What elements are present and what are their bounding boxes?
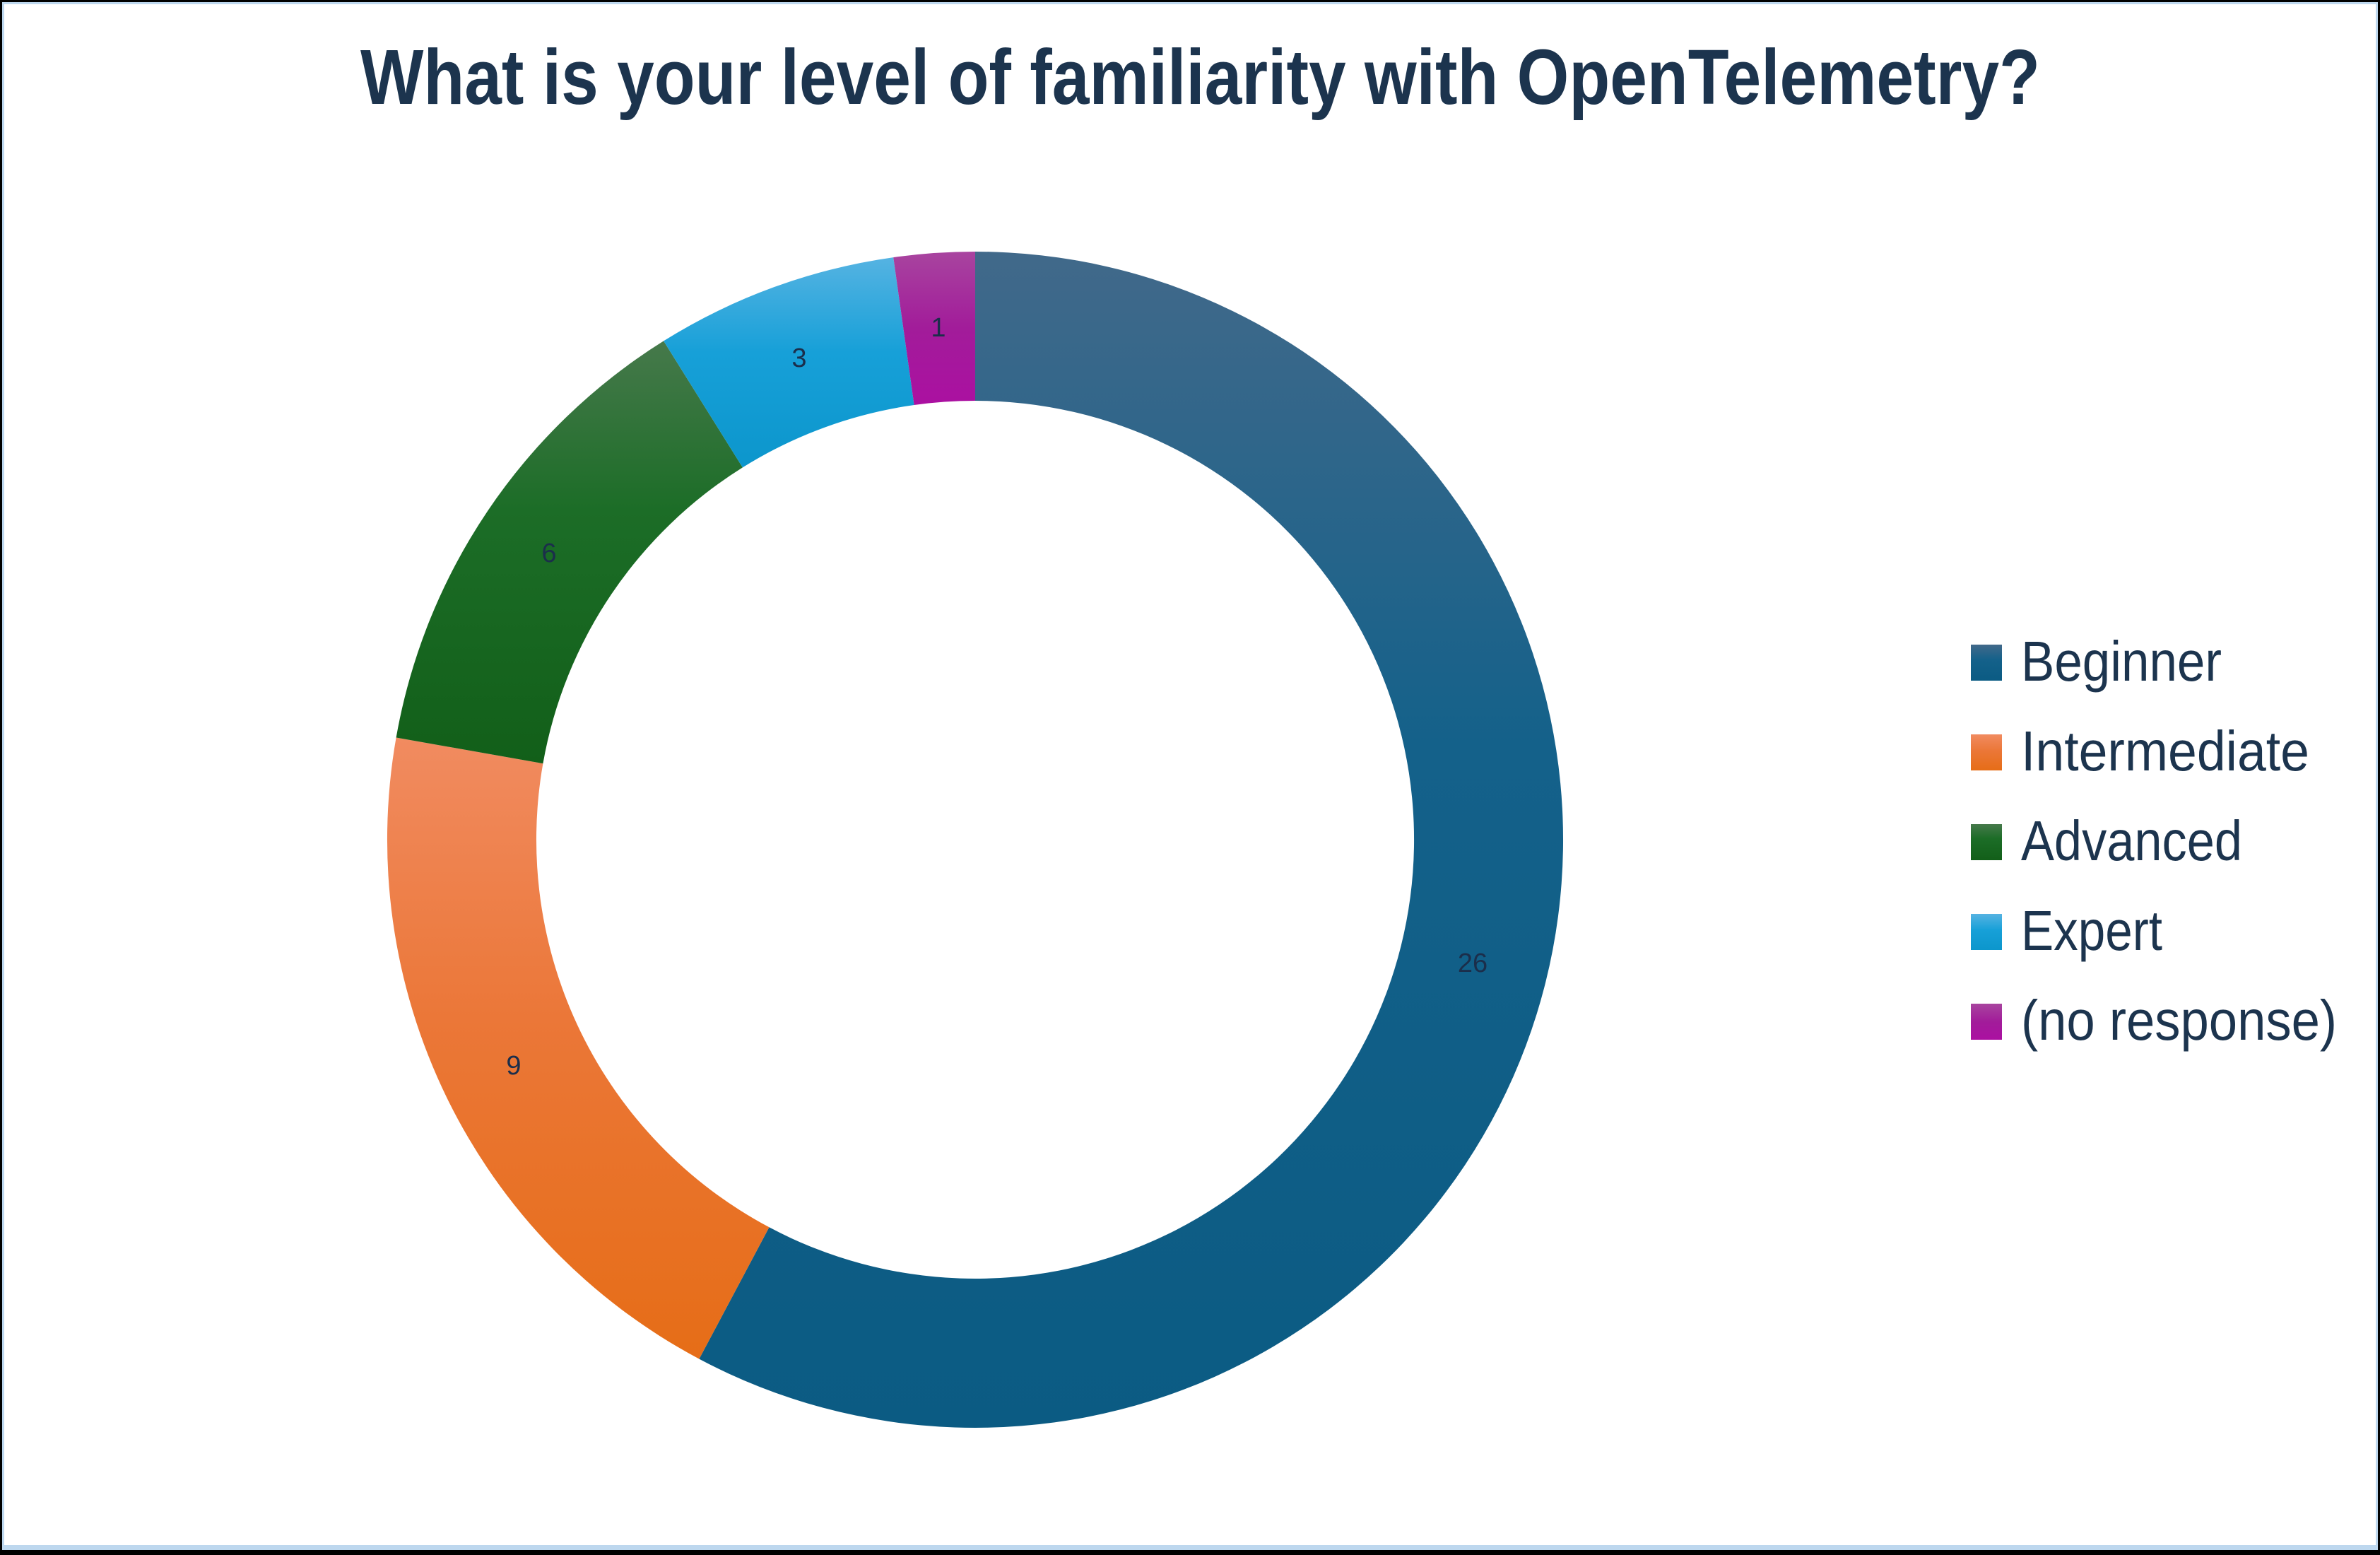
svg-text:1: 1 — [931, 313, 945, 343]
svg-text:6: 6 — [541, 539, 556, 568]
svg-text:(no response): (no response) — [2021, 989, 2337, 1052]
svg-text:What is your level of familiar: What is your level of familiarity with O… — [360, 34, 2040, 121]
svg-text:Beginner: Beginner — [2021, 630, 2222, 693]
svg-text:9: 9 — [506, 1051, 521, 1081]
svg-text:Intermediate: Intermediate — [2021, 720, 2309, 782]
svg-text:26: 26 — [1458, 949, 1488, 978]
svg-text:Expert: Expert — [2021, 899, 2162, 962]
svg-text:Advanced: Advanced — [2021, 809, 2242, 872]
svg-text:3: 3 — [791, 344, 806, 373]
